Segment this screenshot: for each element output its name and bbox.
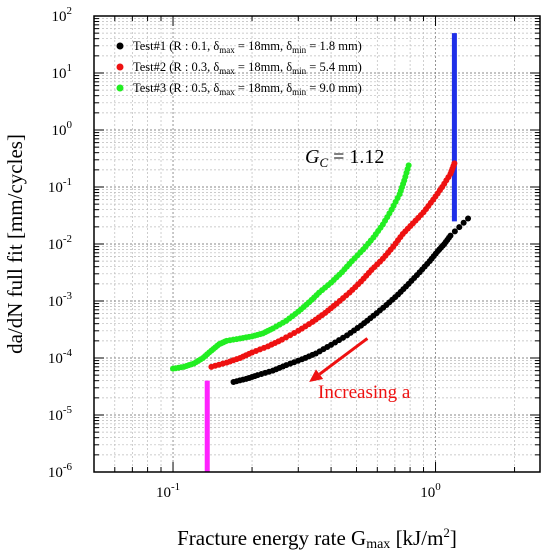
legend: Test#1 (R : 0.1, δmax = 18mm, δmin = 1.8… bbox=[116, 39, 362, 97]
legend-entry-2: Test#2 (R : 0.3, δmax = 18mm, δmin = 5.4… bbox=[133, 60, 362, 76]
arrow-line bbox=[318, 337, 369, 376]
data-point bbox=[465, 215, 472, 222]
series-3 bbox=[170, 162, 412, 372]
legend-entry-1: Test#1 (R : 0.1, δmax = 18mm, δmin = 1.8… bbox=[133, 39, 362, 55]
tick-labels: 10-1 100 10-6 10-5 10-4 10-3 10-2 10-1 100 101 102 bbox=[48, 5, 441, 501]
legend-entry-3: Test#3 (R : 0.5, δmax = 18mm, δmin = 9.0… bbox=[133, 81, 362, 97]
arrow-label: Increasing a bbox=[318, 382, 411, 403]
data-point bbox=[451, 228, 458, 235]
x-axis-label-sub: max bbox=[366, 537, 390, 552]
axis-ticks bbox=[93, 16, 540, 473]
grid bbox=[93, 16, 540, 473]
gc-symbol: G bbox=[305, 146, 320, 168]
legend-marker-2 bbox=[116, 63, 124, 71]
series-2 bbox=[208, 160, 458, 370]
legend-marker-1 bbox=[116, 42, 124, 50]
x-axis-unit-exp: 2 bbox=[443, 525, 450, 540]
y-tick-label: 10-1 bbox=[48, 176, 72, 196]
legend-marker-3 bbox=[116, 84, 124, 92]
plot-frame bbox=[93, 15, 541, 473]
x-axis-unit: [kJ/m bbox=[390, 526, 443, 550]
gc-sub: C bbox=[319, 155, 328, 170]
y-tick-label: 102 bbox=[52, 5, 73, 25]
y-tick-label: 10-6 bbox=[48, 461, 73, 481]
data-point bbox=[456, 224, 463, 231]
data-point bbox=[405, 162, 412, 169]
y-tick-label: 100 bbox=[52, 119, 73, 139]
x-axis-title: Fracture energy rate Gmax [kJ/m2] bbox=[177, 525, 457, 552]
y-tick-label: 10-4 bbox=[48, 347, 73, 367]
y-axis-title: da/dN full fit [mm/cycles] bbox=[3, 134, 27, 354]
series-1 bbox=[230, 215, 472, 385]
gc-eq: = 1.12 bbox=[328, 146, 384, 168]
y-tick-label: 10-5 bbox=[48, 404, 73, 424]
x-tick-label: 10-1 bbox=[156, 481, 180, 501]
arrow-head bbox=[309, 369, 324, 382]
data-point bbox=[460, 219, 467, 226]
data-series bbox=[170, 160, 472, 385]
plot-area bbox=[94, 16, 540, 472]
gc-annotation: GC = 1.12 bbox=[305, 146, 384, 170]
y-tick-label: 10-3 bbox=[48, 290, 73, 310]
increasing-a-arrow bbox=[309, 337, 369, 382]
data-point bbox=[451, 160, 458, 167]
reference-lines bbox=[204, 33, 457, 472]
y-tick-label: 10-2 bbox=[48, 233, 72, 253]
y-tick-label: 101 bbox=[52, 62, 73, 82]
x-axis-label: Fracture energy rate G bbox=[177, 526, 366, 550]
data-point bbox=[447, 232, 454, 239]
x-axis-unit-close: ] bbox=[450, 526, 457, 550]
x-tick-label: 100 bbox=[420, 481, 441, 501]
